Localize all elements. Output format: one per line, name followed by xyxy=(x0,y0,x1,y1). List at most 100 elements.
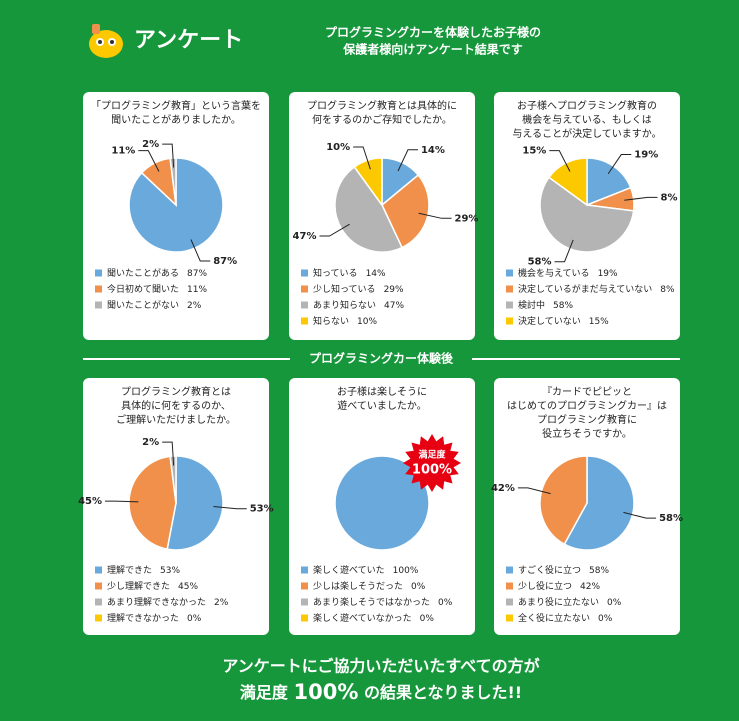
legend-label: すごく役に立つ 58% xyxy=(518,564,609,576)
legend-label: 少し理解できた 45% xyxy=(107,580,198,592)
data-label: 87% xyxy=(213,256,237,267)
divider-label: プログラミングカー体験後 xyxy=(309,351,454,366)
data-label: 45% xyxy=(78,496,102,507)
legend-value: 100% xyxy=(393,566,419,576)
legend-swatch xyxy=(301,301,308,309)
chart-title: プログラミング教育とは具体的に xyxy=(307,99,457,112)
legend-category: すごく役に立つ xyxy=(518,564,581,576)
header-title: アンケート xyxy=(134,28,243,53)
data-label: 15% xyxy=(522,146,546,157)
data-label: 29% xyxy=(455,213,479,224)
legend-swatch xyxy=(301,317,308,325)
legend-value: 0% xyxy=(598,614,613,624)
legend-label: 機会を与えている 19% xyxy=(518,267,618,279)
legend-category: 検討中 xyxy=(518,299,545,311)
footer-highlight: 100% xyxy=(294,680,359,704)
legend-label: 今日初めて聞いた 11% xyxy=(107,283,207,295)
chart-title: お子様は楽しそうに xyxy=(337,385,427,398)
legend-category: 聞いたことがある xyxy=(107,267,179,279)
legend-label: 聞いたことがない 2% xyxy=(107,299,202,311)
chart-title: 機会を与えている、もしくは xyxy=(522,113,652,126)
leader-line xyxy=(162,143,175,168)
data-label: 14% xyxy=(421,145,445,156)
legend-category: 理解できた xyxy=(107,564,152,576)
chart-title: 何をするのかご存知でしたか。 xyxy=(312,113,452,126)
legend-swatch xyxy=(506,317,513,325)
leader-line xyxy=(190,239,211,262)
legend-value: 58% xyxy=(589,566,609,576)
chart-title: 具体的に何をするのか、 xyxy=(121,399,231,412)
legend-swatch xyxy=(506,614,513,622)
data-label: 10% xyxy=(326,142,350,153)
legend-category: 全く役に立たない xyxy=(518,612,590,624)
legend-swatch xyxy=(95,285,102,293)
car-icon xyxy=(89,24,123,58)
data-label: 2% xyxy=(142,139,159,150)
legend-swatch xyxy=(506,566,513,574)
legend-value: 58% xyxy=(553,301,573,311)
legend-category: あまり楽しそうではなかった xyxy=(313,596,430,608)
legend-swatch xyxy=(95,566,102,574)
legend-swatch xyxy=(506,598,513,606)
data-label: 47% xyxy=(293,231,317,242)
leader-line xyxy=(624,196,658,201)
legend-swatch xyxy=(506,301,513,309)
legend-value: 8% xyxy=(660,285,675,295)
legend-value: 42% xyxy=(580,582,600,592)
pie-card: 「プログラミング教育」という言葉を聞いたことがありましたか。87%11%2%聞い… xyxy=(83,92,269,340)
legend-value: 14% xyxy=(366,269,386,279)
legend-label: 検討中 58% xyxy=(518,299,573,311)
footer-text: 満足度 100% の結果となりました!! xyxy=(240,680,522,704)
legend-swatch xyxy=(506,582,513,590)
leader-line xyxy=(623,511,657,519)
legend-value: 0% xyxy=(438,598,453,608)
legend-label: 全く役に立たない 0% xyxy=(518,612,613,624)
chart-title: 役立ちそうですか。 xyxy=(542,427,632,440)
legend-label: 楽しく遊べていた 100% xyxy=(313,564,419,576)
chart-title: プログラミング教育とは xyxy=(121,385,231,398)
legend-value: 53% xyxy=(160,566,180,576)
legend-swatch xyxy=(506,269,513,277)
legend-swatch xyxy=(301,614,308,622)
legend-category: 楽しく遊べていた xyxy=(313,564,385,576)
legend-value: 15% xyxy=(589,317,609,327)
legend-label: あまり知らない 47% xyxy=(313,299,404,311)
legend-category: 少し理解できた xyxy=(107,580,170,592)
legend-label: あまり役に立たない 0% xyxy=(518,596,622,608)
legend-value: 47% xyxy=(384,301,404,311)
legend-category: 少し知っている xyxy=(313,283,376,295)
legend-label: 少しは楽しそうだった 0% xyxy=(313,580,426,592)
legend-swatch xyxy=(95,269,102,277)
legend-category: あまり知らない xyxy=(313,299,376,311)
legend-label: 楽しく遊べていなかった 0% xyxy=(313,612,434,624)
legend-label: 少し役に立つ 42% xyxy=(518,580,600,592)
legend-label: 聞いたことがある 87% xyxy=(107,267,207,279)
legend-value: 87% xyxy=(187,269,207,279)
header-subtitle: 保護者様向けアンケート結果です xyxy=(342,42,523,57)
chart-title: はじめてのプログラミングカー』は xyxy=(507,399,667,412)
legend-swatch xyxy=(95,614,102,622)
legend-swatch xyxy=(95,582,102,590)
legend-category: あまり理解できなかった xyxy=(107,596,206,608)
legend-label: 知らない 10% xyxy=(313,315,377,327)
legend-swatch xyxy=(301,598,308,606)
legend-value: 19% xyxy=(598,269,618,279)
pie-card: お子様へプログラミング教育の機会を与えている、もしくは与えることが決定しています… xyxy=(494,92,680,340)
leader-line xyxy=(162,441,175,466)
data-label: 2% xyxy=(142,437,159,448)
legend-value: 0% xyxy=(420,614,435,624)
legend-value: 2% xyxy=(187,301,202,311)
legend-category: 今日初めて聞いた xyxy=(107,283,179,295)
legend-label: 決定していない 15% xyxy=(518,315,609,327)
chart-title: 聞いたことがありましたか。 xyxy=(111,113,241,126)
legend-value: 45% xyxy=(178,582,198,592)
pie-card: 『カードでピピッとはじめてのプログラミングカー』はプログラミング教育に役立ちそう… xyxy=(491,378,683,635)
legend-value: 10% xyxy=(357,317,377,327)
legend-swatch xyxy=(301,269,308,277)
legend-category: 楽しく遊べていなかった xyxy=(313,612,412,624)
legend-swatch xyxy=(301,582,308,590)
leader-line xyxy=(353,146,371,170)
